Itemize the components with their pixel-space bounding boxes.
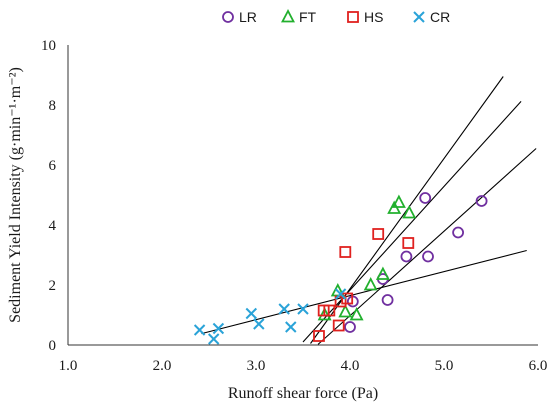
data-point-ft <box>363 277 378 291</box>
data-point-cr <box>285 321 297 333</box>
y-tick-label: 8 <box>49 98 57 114</box>
data-point-cr <box>297 303 309 315</box>
x-tick-label: 6.0 <box>529 358 548 374</box>
legend: LR FT HS CR <box>222 9 450 25</box>
data-point-ft <box>375 266 390 280</box>
legend-marker-lr <box>222 11 234 23</box>
legend-marker-ft <box>281 9 295 23</box>
tick-labels: 1.0 2.0 3.0 4.0 5.0 6.0 0 2 4 6 8 10 <box>41 38 547 374</box>
data-point-hs <box>313 330 325 342</box>
data-point-ft <box>349 307 364 321</box>
x-tick-label: 5.0 <box>435 358 454 374</box>
data-point-hs <box>334 295 347 308</box>
data-point-lr <box>381 294 394 306</box>
x-axis-title: Runoff shear force (Pa) <box>228 385 378 402</box>
legend-marker-cr <box>413 11 425 23</box>
data-point-ft <box>402 205 417 219</box>
data-point-hs <box>339 246 352 258</box>
data-point-ft <box>317 307 332 321</box>
legend-label-ft: FT <box>299 9 317 25</box>
data-point-cr <box>253 318 265 330</box>
data-point-ft <box>338 304 353 318</box>
axes <box>67 45 538 346</box>
data-point-cr <box>334 288 347 300</box>
x-tick-label: 2.0 <box>153 358 172 374</box>
data-point-hs <box>341 292 354 305</box>
legend-label-cr: CR <box>430 9 450 25</box>
data-points <box>193 192 488 345</box>
trendlines <box>201 76 537 345</box>
y-tick-label: 10 <box>41 38 56 54</box>
y-axis-title: Sediment Yield Intensity (g·min⁻¹·m⁻²) <box>7 67 24 323</box>
data-point-hs <box>332 319 345 332</box>
y-tick-label: 0 <box>49 338 57 354</box>
legend-label-hs: HS <box>364 9 383 25</box>
data-point-hs <box>402 237 415 249</box>
data-point-lr <box>422 250 434 263</box>
legend-marker-hs <box>347 11 359 23</box>
trendline <box>201 249 527 335</box>
y-tick-label: 4 <box>49 218 57 234</box>
x-tick-label: 3.0 <box>247 358 266 374</box>
legend-label-lr: LR <box>239 9 257 25</box>
data-point-hs <box>323 304 336 317</box>
data-point-lr <box>452 226 465 239</box>
trendline <box>302 101 522 343</box>
x-tick-label: 1.0 <box>59 358 78 374</box>
data-point-lr <box>419 192 432 204</box>
y-tick-label: 6 <box>49 158 57 174</box>
y-tick-label: 2 <box>49 278 57 294</box>
data-point-ft <box>391 194 406 208</box>
data-point-lr <box>475 195 488 207</box>
data-point-lr <box>400 250 413 263</box>
data-point-cr <box>212 322 225 335</box>
data-point-hs <box>372 228 385 240</box>
data-point-cr <box>278 303 290 315</box>
x-tick-label: 4.0 <box>341 358 360 374</box>
data-point-cr <box>207 333 220 345</box>
data-point-cr <box>193 324 206 336</box>
data-point-lr <box>344 321 356 333</box>
data-point-cr <box>245 307 258 320</box>
